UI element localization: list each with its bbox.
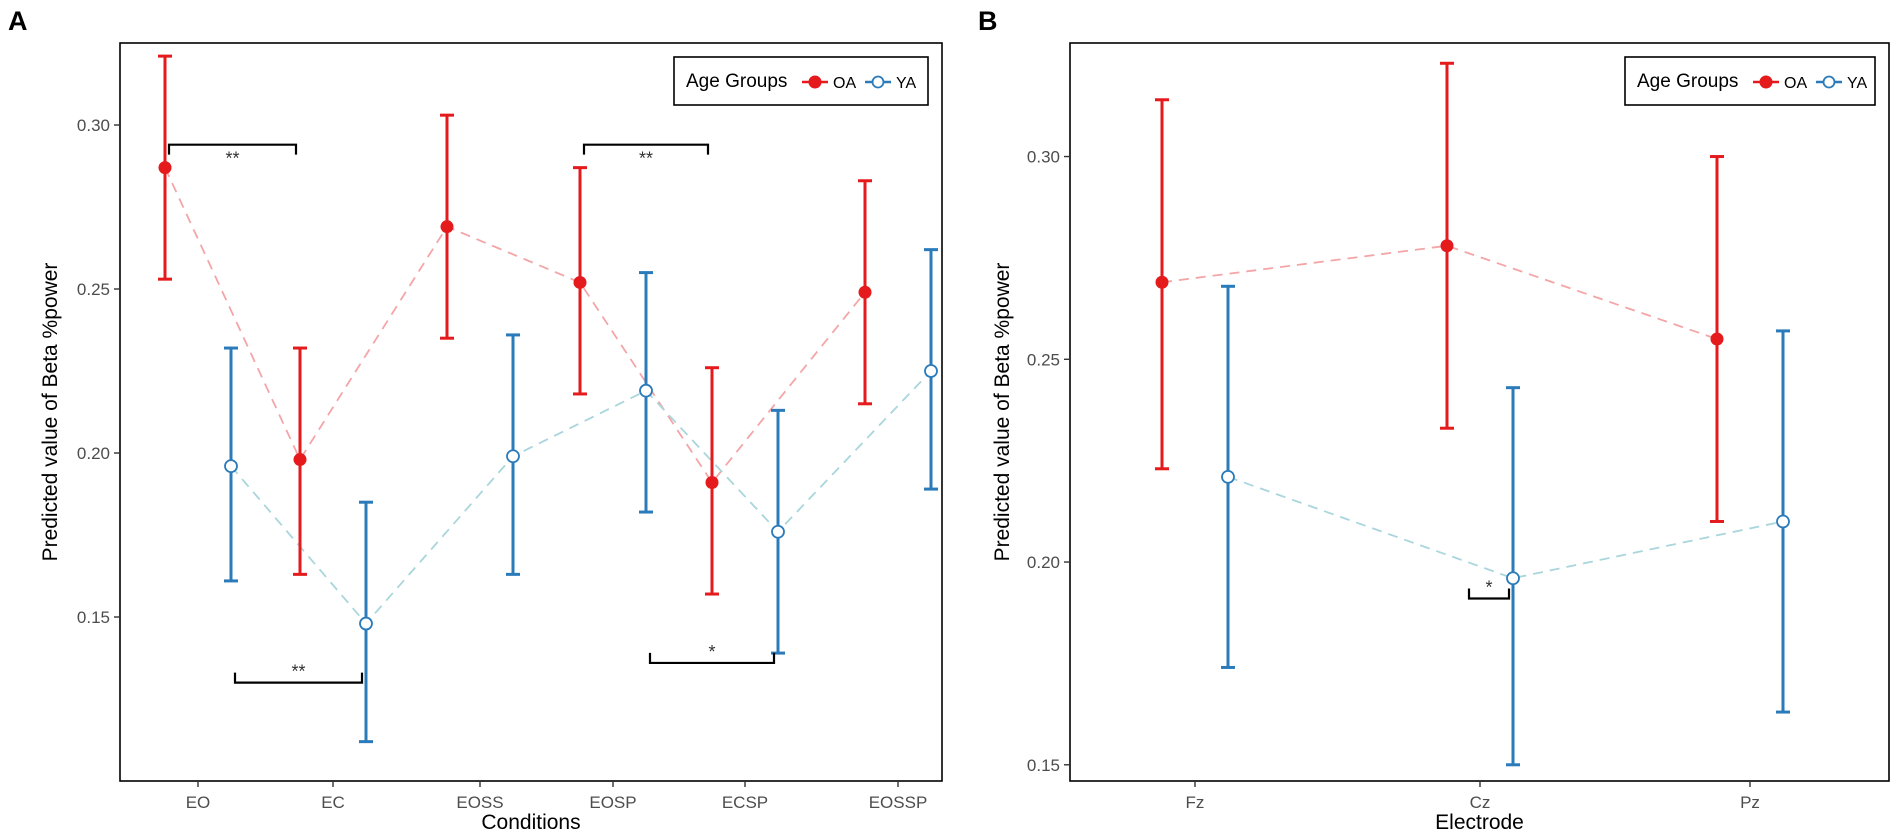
legend: Age Groups OA YA	[673, 56, 929, 106]
x-tick-label: EOSP	[589, 793, 636, 812]
data-point-oa	[293, 453, 307, 467]
significance-label: *	[708, 642, 715, 662]
panel-letter: B	[978, 6, 998, 36]
series-line-oa	[1161, 244, 1718, 340]
legend-marker-ya	[871, 75, 885, 89]
data-point-oa	[158, 161, 172, 175]
data-point-oa	[1440, 239, 1454, 253]
y-tick-label: 0.20	[1027, 553, 1060, 572]
data-point-ya	[359, 616, 373, 631]
data-point-ya	[639, 383, 653, 398]
y-tick-label: 0.25	[77, 280, 110, 299]
legend-label-ya: YA	[896, 75, 916, 92]
x-tick-label: Fz	[1186, 793, 1205, 812]
data-point-oa	[440, 220, 454, 234]
data-point-oa	[1710, 332, 1724, 346]
legend: Age Groups OA YA	[1624, 56, 1876, 106]
x-tick-label: EOSSP	[869, 793, 928, 812]
y-tick-label: 0.30	[77, 116, 110, 135]
series-line-ya	[230, 370, 932, 625]
data-point-ya	[224, 459, 238, 474]
plot-frame	[1069, 42, 1890, 782]
series-line-ya	[1227, 476, 1784, 580]
legend-marker-oa	[808, 75, 822, 89]
y-axis-title: Predicted value of Beta %power	[991, 263, 1014, 562]
data-point-ya	[924, 364, 938, 378]
significance-label: *	[1485, 578, 1492, 598]
y-tick-label: 0.25	[1027, 350, 1060, 369]
panel-a: A 0.15 0.20 0.25 0.30 EO EC EOSS EOSP ECSP EOSSP Co…	[8, 6, 943, 834]
x-tick-label: EC	[321, 793, 345, 812]
legend-title: Age Groups	[686, 71, 787, 92]
y-tick-label: 0.15	[1027, 756, 1060, 775]
legend-marker-ya	[1822, 75, 1836, 89]
significance-bracket	[582, 143, 710, 155]
panel-letter: A	[8, 6, 28, 36]
y-axis-title: Predicted value of Beta %power	[39, 263, 62, 562]
y-tick-label: 0.30	[1027, 148, 1060, 167]
data-point-oa	[705, 476, 719, 490]
significance-bracket	[648, 652, 776, 665]
y-tick-label: 0.15	[77, 608, 110, 627]
x-tick-label: ECSP	[722, 793, 768, 812]
data-point-ya	[506, 449, 520, 464]
legend-title: Age Groups	[1637, 71, 1738, 92]
x-tick-label: EOSS	[456, 793, 503, 812]
significance-label: **	[291, 662, 305, 682]
data-point-ya	[1776, 514, 1790, 529]
y-tick-label: 0.20	[77, 444, 110, 463]
data-point-oa	[1155, 275, 1169, 289]
x-axis-title: Conditions	[481, 811, 580, 834]
data-point-ya	[1221, 469, 1235, 484]
significance-label: **	[639, 149, 653, 169]
x-tick-label: Cz	[1470, 793, 1491, 812]
plot-frame	[119, 42, 943, 782]
legend-label-oa: OA	[833, 75, 856, 92]
series-line-oa	[164, 167, 866, 485]
panel-b: B 0.15 0.20 0.25 0.30 Fz Cz Pz Electrode Predicte…	[978, 6, 1890, 834]
legend-label-ya: YA	[1847, 75, 1867, 92]
data-point-ya	[1506, 571, 1520, 586]
significance-bracket	[167, 143, 298, 155]
data-point-oa	[573, 275, 587, 289]
legend-label-oa: OA	[1784, 75, 1807, 92]
x-tick-label: Pz	[1740, 793, 1760, 812]
significance-bracket	[233, 672, 364, 684]
data-point-oa	[858, 285, 872, 299]
significance-bracket	[1467, 588, 1511, 600]
significance-label: **	[225, 149, 239, 169]
x-tick-label: EO	[186, 793, 211, 812]
x-axis-title: Electrode	[1435, 811, 1524, 834]
legend-marker-oa	[1759, 75, 1773, 89]
data-point-ya	[771, 524, 785, 539]
